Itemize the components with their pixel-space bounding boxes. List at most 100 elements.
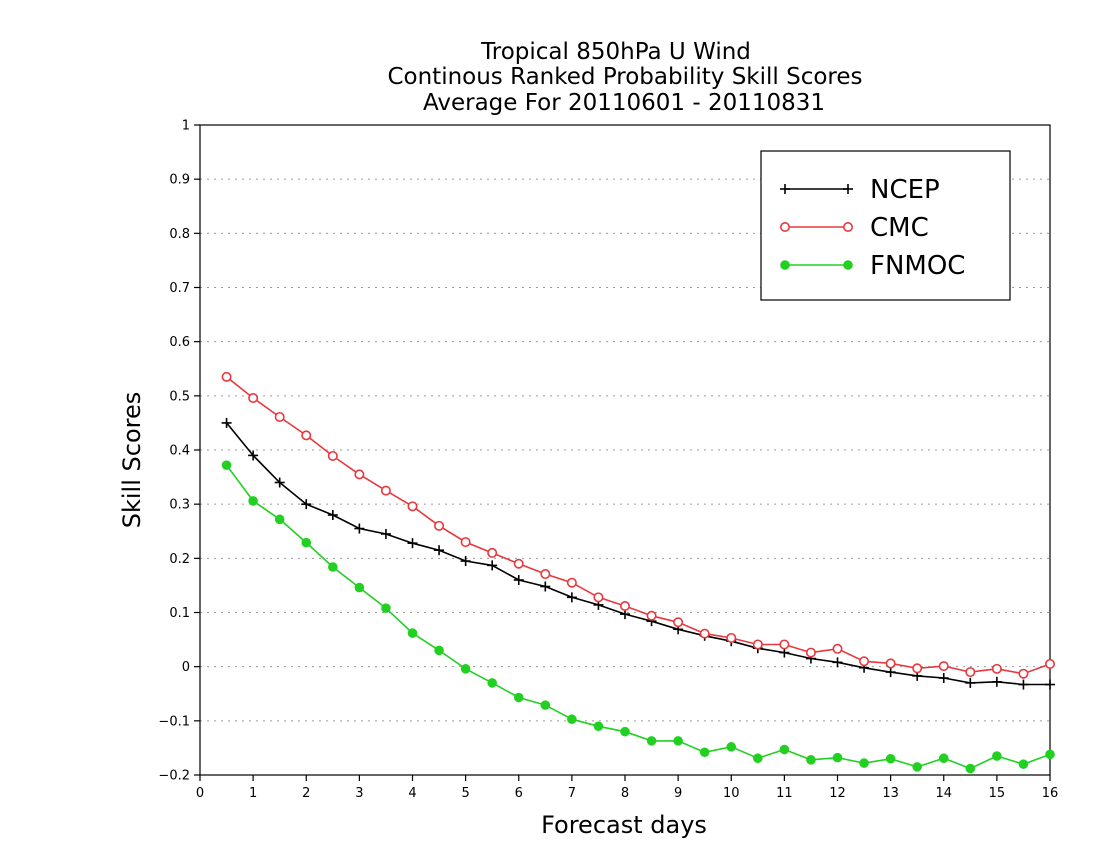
ncep-point [221,417,232,428]
fnmoc-point [1018,759,1029,769]
legend-label-fnmoc: FNMOC [870,251,965,281]
series-cmc [221,371,1056,679]
data-series [221,371,1056,774]
x-tick-label: 4 [408,786,416,801]
y-tick-label: 0.8 [169,227,190,242]
cmc-point [832,643,843,654]
y-tick-label: 0.2 [169,552,190,567]
cmc-point [407,501,418,512]
ncep-point [938,673,949,684]
cmc-point [460,537,471,548]
ncep-point [832,657,843,668]
y-tick-label: −0.1 [158,714,190,729]
fnmoc-point [726,742,737,752]
x-tick-label: 16 [1042,786,1059,801]
legend-item-fnmoc: FNMOC [780,251,965,281]
fnmoc-point [620,726,630,737]
fnmoc-point [646,736,657,746]
ncep-point [434,545,445,556]
fnmoc-point [567,714,577,725]
ncep-point [460,556,471,567]
cmc-point [619,600,630,611]
cmc-point [540,569,551,580]
series-fnmoc [221,460,1055,774]
cmc-point [593,592,604,603]
legend-marker [779,222,790,233]
ncep-point [248,450,259,461]
cmc-point [434,520,445,531]
fnmoc-point [1045,749,1055,760]
x-tick-label: 5 [461,786,469,801]
legend-marker [780,260,790,270]
y-tick-label: 0.6 [169,335,190,350]
ncep-point [1018,679,1029,690]
cmc-point [646,610,657,621]
cmc-point [301,430,312,441]
cmc-point [1045,658,1056,669]
x-tick-label: 11 [776,786,793,801]
fnmoc-point [992,751,1002,761]
y-tick-label: 0.7 [169,281,190,296]
cmc-point [859,656,870,667]
fnmoc-point [673,736,683,746]
fnmoc-point [434,645,444,656]
cmc-point [673,617,684,628]
title-line-1: Tropical 850hPa U Wind [480,39,751,65]
x-tick-label: 15 [989,786,1006,801]
y-tick-label: −0.2 [158,769,190,784]
x-tick-label: 8 [621,786,629,801]
fnmoc-point [832,752,843,763]
fnmoc-point [885,753,896,764]
series-ncep [221,417,1055,690]
legend-label-ncep: NCEP [870,175,940,205]
legend-box [760,150,1011,301]
cmc-point [274,411,285,422]
cmc-point [327,450,338,461]
x-tick-label: 13 [882,786,899,801]
y-axis-label: Skill Scores [118,392,146,529]
cmc-point [965,667,976,678]
cmc-point [912,663,923,674]
x-tick-label: 6 [515,786,523,801]
fnmoc-point [460,664,471,674]
fnmoc-point [354,582,365,593]
fnmoc-point [513,692,524,703]
fnmoc-point [301,537,312,548]
fnmoc-point [699,747,710,758]
x-axis-label: Forecast days [541,811,707,839]
legend-items: NCEP CMC FNMOC [779,175,965,281]
cmc-line [226,376,1051,675]
x-tick-label: 1 [249,786,257,801]
legend-item-cmc: CMC [779,213,929,243]
x-tick-label: 0 [196,786,204,801]
fnmoc-point [859,758,869,768]
ncep-point [965,677,976,688]
cmc-point [380,485,391,496]
fnmoc-point [248,496,258,506]
chart-title: Tropical 850hPa U Wind Continous Ranked … [387,39,862,116]
ncep-point [566,592,577,603]
ncep-point [407,538,418,549]
cmc-point [752,639,763,650]
ncep-point [301,499,312,510]
cmc-point [248,392,259,403]
x-tick-label: 7 [568,786,576,801]
ncep-point [327,510,338,520]
legend-item-ncep: NCEP [780,175,940,205]
fnmoc-point [912,762,922,772]
cmc-point [354,469,365,480]
fnmoc-point [965,763,976,774]
ncep-point [885,667,896,678]
fnmoc-point [938,753,949,764]
x-tick-label: 14 [935,786,952,801]
fnmoc-point [274,514,285,525]
fnmoc-point [593,721,604,732]
legend-marker [842,222,853,233]
x-tick-label: 9 [674,786,682,801]
title-line-3: Average For 20110601 - 20110831 [423,90,825,116]
cmc-point [991,663,1002,674]
cmc-point [1018,668,1029,679]
cmc-point [221,371,232,382]
cmc-point [566,577,577,588]
cmc-point [805,647,816,658]
